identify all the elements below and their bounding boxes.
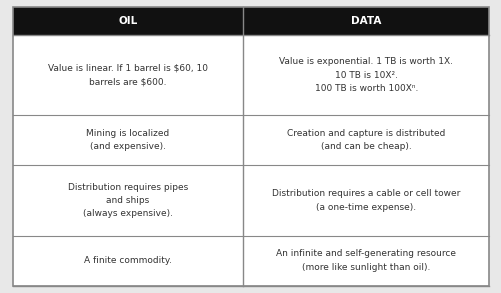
Bar <box>243 7 488 35</box>
Text: Distribution requires pipes
and ships
(always expensive).: Distribution requires pipes and ships (a… <box>68 183 188 218</box>
Text: An infinite and self-generating resource
(more like sunlight than oil).: An infinite and self-generating resource… <box>276 250 455 272</box>
Text: Value is linear. If 1 barrel is $60, 10
barrels are $600.: Value is linear. If 1 barrel is $60, 10 … <box>48 64 207 86</box>
Bar <box>13 236 243 286</box>
Bar <box>13 35 243 115</box>
Text: Value is exponential. 1 TB is worth 1X.
10 TB is 10X².
100 TB is worth 100Xⁿ.: Value is exponential. 1 TB is worth 1X. … <box>279 57 452 93</box>
Text: Mining is localized
(and expensive).: Mining is localized (and expensive). <box>86 129 169 151</box>
Text: DATA: DATA <box>351 16 381 26</box>
Text: A finite commodity.: A finite commodity. <box>84 256 172 265</box>
Text: Creation and capture is distributed
(and can be cheap).: Creation and capture is distributed (and… <box>287 129 445 151</box>
Bar <box>13 165 243 236</box>
Bar <box>13 7 243 35</box>
Bar <box>243 35 488 115</box>
Bar <box>243 236 488 286</box>
Bar <box>13 115 243 165</box>
Bar <box>243 165 488 236</box>
Text: Distribution requires a cable or cell tower
(a one-time expense).: Distribution requires a cable or cell to… <box>272 189 460 212</box>
Bar <box>243 115 488 165</box>
Text: OIL: OIL <box>118 16 137 26</box>
